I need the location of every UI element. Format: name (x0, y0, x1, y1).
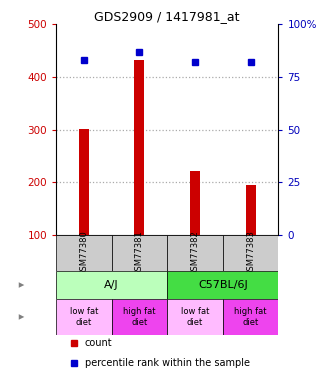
Bar (167, 299, 223, 335)
Bar (79, 129, 89, 235)
Text: GSM77381: GSM77381 (135, 230, 144, 276)
Text: GSM77382: GSM77382 (190, 230, 199, 276)
Text: count: count (85, 338, 113, 348)
Bar (190, 171, 200, 235)
Text: GSM77383: GSM77383 (246, 230, 255, 276)
Bar (56, 235, 112, 271)
Title: GDS2909 / 1417981_at: GDS2909 / 1417981_at (94, 10, 240, 23)
Text: low fat
diet: low fat diet (181, 307, 209, 327)
Text: percentile rank within the sample: percentile rank within the sample (85, 358, 250, 368)
Text: low fat
diet: low fat diet (70, 307, 98, 327)
Bar (167, 271, 278, 299)
Bar (56, 299, 112, 335)
Bar (223, 299, 278, 335)
Bar (223, 235, 278, 271)
Bar (245, 185, 256, 235)
Bar (134, 60, 144, 235)
Text: A/J: A/J (104, 280, 119, 290)
Bar (56, 271, 167, 299)
Text: C57BL/6J: C57BL/6J (198, 280, 248, 290)
Text: high fat
diet: high fat diet (123, 307, 156, 327)
Text: GSM77380: GSM77380 (79, 230, 88, 276)
Text: high fat
diet: high fat diet (234, 307, 267, 327)
Bar (112, 235, 167, 271)
Bar (167, 235, 223, 271)
Bar (112, 299, 167, 335)
